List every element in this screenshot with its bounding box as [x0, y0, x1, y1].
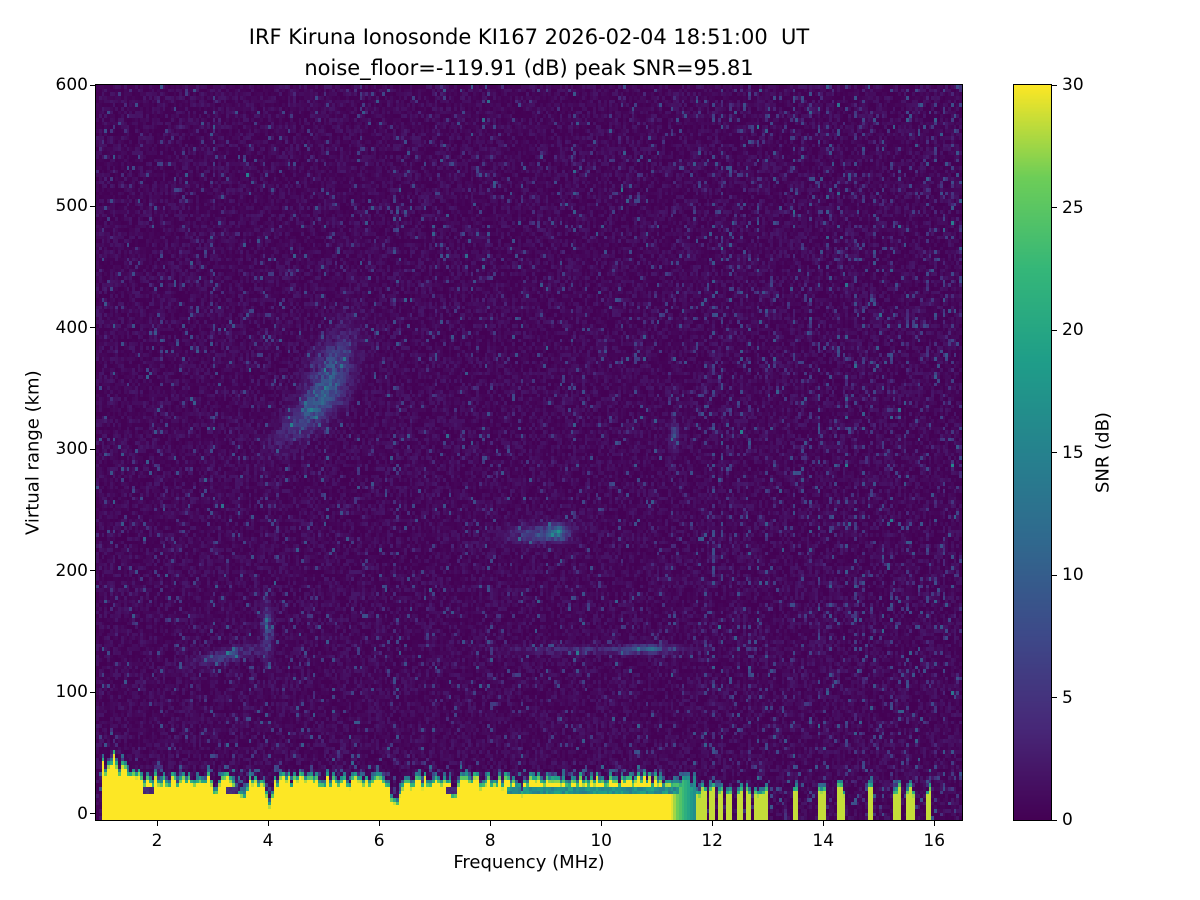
- y-tick-mark: [90, 205, 95, 207]
- colorbar: [1013, 84, 1052, 821]
- y-tick-label: 0: [77, 803, 88, 824]
- colorbar-tick-label: 0: [1062, 810, 1073, 830]
- colorbar-tick-mark: [1052, 452, 1057, 453]
- ionogram-heatmap-canvas: [96, 85, 962, 820]
- colorbar-tick-mark: [1052, 84, 1057, 86]
- x-tick-label: 12: [701, 831, 723, 851]
- y-tick-mark: [90, 691, 95, 693]
- colorbar-tick-label: 20: [1062, 320, 1084, 340]
- chart-title: IRF Kiruna Ionosonde KI167 2026-02-04 18…: [248, 25, 810, 49]
- x-tick-label: 6: [373, 831, 385, 851]
- colorbar-tick-mark: [1052, 329, 1057, 331]
- colorbar-tick-mark: [1052, 697, 1057, 698]
- colorbar-tick-mark: [1052, 207, 1057, 208]
- colorbar-tick-label: 30: [1062, 75, 1084, 95]
- y-tick-label: 400: [55, 317, 88, 338]
- y-tick-label: 100: [55, 682, 88, 703]
- y-tick-mark: [90, 570, 95, 572]
- chart-subtitle: noise_floor=-119.91 (dB) peak SNR=95.81: [304, 56, 754, 80]
- colorbar-tick-label: 5: [1062, 687, 1073, 708]
- y-tick-mark: [90, 448, 95, 450]
- x-tick-label: 8: [484, 831, 496, 851]
- y-tick-label: 200: [55, 560, 88, 581]
- x-tick-label: 16: [923, 831, 946, 851]
- x-tick-label: 14: [812, 831, 835, 851]
- x-tick-label: 4: [262, 831, 274, 851]
- x-tick-mark: [267, 821, 269, 826]
- y-tick-label: 300: [55, 439, 88, 460]
- y-tick-label: 600: [55, 75, 88, 95]
- x-tick-mark: [378, 821, 380, 826]
- x-tick-label: 2: [151, 831, 163, 851]
- colorbar-tick-mark: [1052, 819, 1057, 821]
- x-axis-label: Frequency (MHz): [453, 852, 605, 873]
- y-tick-label: 500: [55, 196, 88, 217]
- y-tick-mark: [90, 327, 95, 329]
- x-tick-mark: [156, 821, 158, 826]
- colorbar-tick-mark: [1052, 574, 1057, 576]
- colorbar-tick-label: 10: [1062, 565, 1084, 585]
- x-tick-mark: [600, 821, 602, 826]
- colorbar-gradient-canvas: [1014, 85, 1051, 820]
- y-tick-mark: [90, 84, 95, 86]
- x-tick-label: 10: [590, 831, 612, 851]
- x-tick-mark: [933, 821, 935, 826]
- y-tick-mark: [90, 813, 95, 815]
- x-tick-mark: [711, 821, 713, 826]
- plot-area: [95, 84, 963, 821]
- colorbar-label: SNR (dB): [1092, 412, 1114, 493]
- x-tick-mark: [489, 821, 491, 826]
- colorbar-tick-label: 15: [1062, 442, 1084, 463]
- colorbar-tick-label: 25: [1062, 197, 1084, 218]
- x-tick-mark: [822, 821, 824, 826]
